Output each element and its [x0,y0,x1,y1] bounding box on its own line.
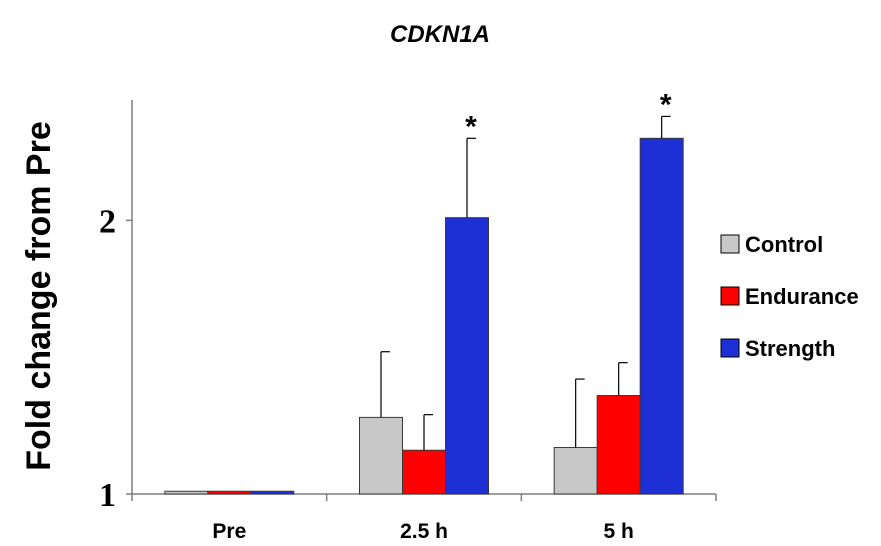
bar [164,490,209,495]
x-tick-label: Pre [212,520,246,543]
x-tick-label: 5 h [603,520,633,543]
significance-marker: * [465,110,477,143]
annotations: ** [465,88,672,143]
bars [164,137,684,495]
error-bars [380,115,671,451]
significance-marker: * [660,88,672,121]
bar [445,217,489,495]
legend-label: Control [745,232,823,257]
legend: Control Endurance Strength [720,232,859,361]
y-tick-label: 1 [99,477,116,514]
bar [359,416,403,495]
y-axis-label: Fold change from Pre [20,121,58,471]
x-tick-label: 2.5 h [400,520,448,543]
legend-label: Endurance [745,284,859,309]
legend-swatch [720,234,740,254]
bar [639,137,684,495]
x-ticks: Pre 2.5 h 5 h [131,494,717,543]
bar [250,490,295,495]
bar [596,395,641,495]
bar [207,490,252,495]
legend-label: Strength [745,336,835,361]
y-ticks: 12 [99,203,132,514]
legend-swatch [720,286,740,306]
bar [553,446,598,495]
chart-title: CDKN1A [390,21,490,48]
legend-swatch [720,338,740,358]
y-tick-label: 2 [99,203,116,240]
bar [402,449,446,495]
